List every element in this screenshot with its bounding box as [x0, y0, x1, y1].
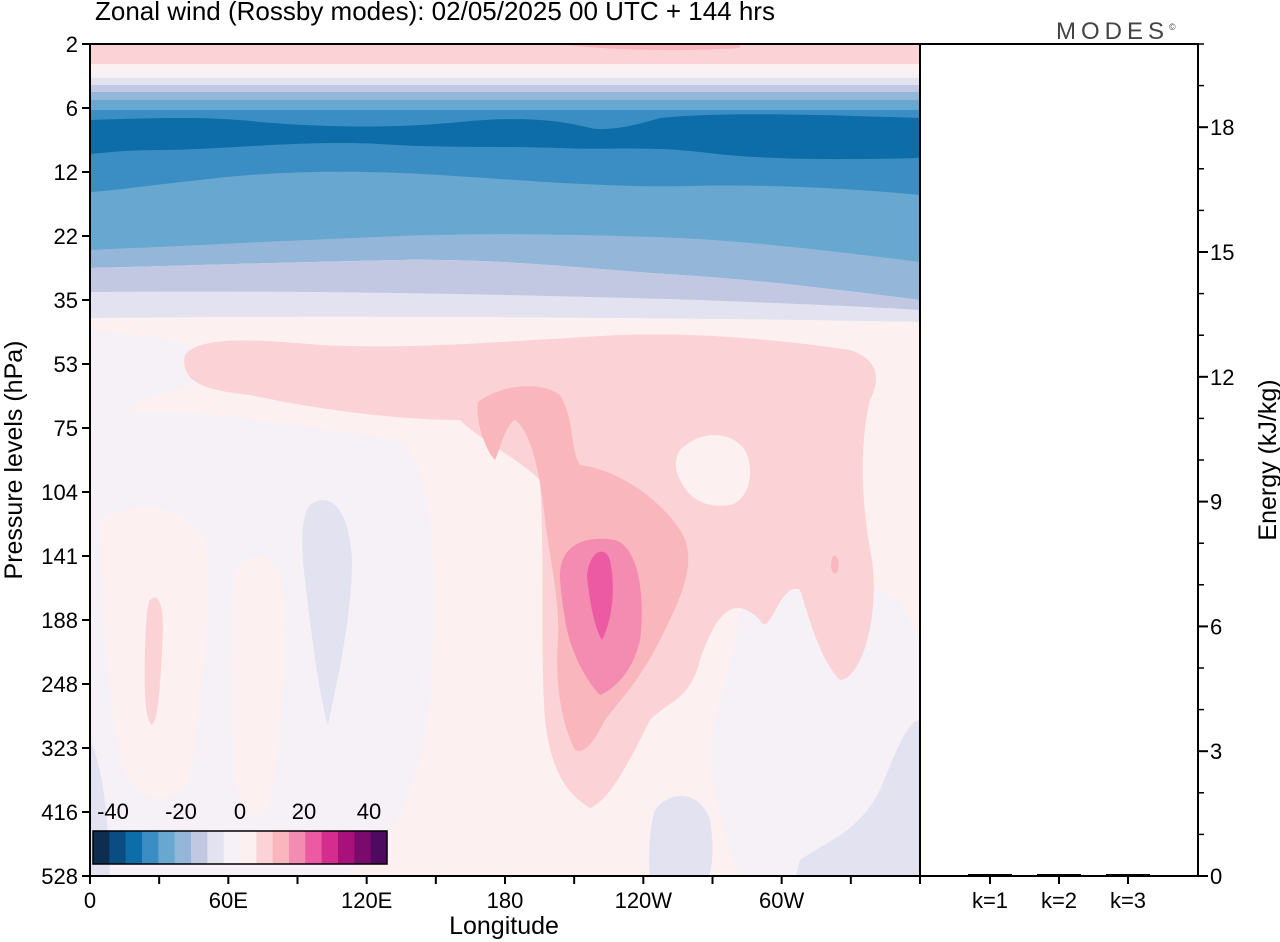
- contour-band-top-max: [560, 44, 740, 51]
- colorbar-swatch: [354, 831, 372, 864]
- colorbar-swatch: [240, 831, 257, 864]
- contour-band-top-4: [90, 78, 920, 85]
- energy-plot-frame: [919, 43, 1199, 877]
- energy-tick-label: 18: [1210, 115, 1234, 140]
- energy-tick-label: 12: [1210, 365, 1234, 390]
- pressure-tick-label: 53: [54, 352, 78, 377]
- energy-bar: [968, 874, 1012, 876]
- colorbar-swatch: [338, 831, 355, 864]
- energy-axis: 0 3 6 9 12 15 18: [1198, 43, 1234, 889]
- chart-title: Zonal wind (Rossby modes): 02/05/2025 00…: [95, 0, 775, 26]
- colorbar-tick-label: 40: [357, 799, 381, 824]
- colorbar-swatch: [191, 831, 208, 864]
- pressure-tick-label: 188: [41, 608, 78, 633]
- colorbar: [93, 831, 388, 864]
- y-axis-label: Pressure levels (hPa): [0, 341, 28, 580]
- energy-bars: k=1 k=2 k=3: [968, 874, 1150, 913]
- pressure-tick-label: 528: [41, 864, 78, 889]
- longitude-tick-label: 60W: [759, 888, 804, 913]
- colorbar-swatch: [207, 831, 225, 864]
- colorbar-swatch: [109, 831, 127, 864]
- energy-tick-label: 6: [1210, 614, 1222, 639]
- contour-negative-blob-1: [302, 500, 352, 725]
- longitude-tick-label: 120W: [615, 888, 673, 913]
- pressure-tick-label: 104: [41, 480, 78, 505]
- energy-bar: [1106, 874, 1150, 876]
- category-label: k=1: [972, 888, 1008, 913]
- longitude-axis: 0 60E 120E 180 120W 60W: [84, 876, 921, 913]
- contour-easterly-core: [90, 114, 920, 160]
- contour-band-top-7: [90, 100, 920, 110]
- colorbar-swatch: [142, 831, 159, 864]
- colorbar-tick-label: -40: [97, 799, 129, 824]
- contour-band-lower-2: [90, 291, 920, 322]
- pressure-tick-label: 22: [54, 224, 78, 249]
- modes-logo: MODES©: [1056, 18, 1176, 45]
- contour-negative-blob-3: [649, 796, 713, 876]
- pressure-tick-label: 141: [41, 544, 78, 569]
- contour-band-top-5: [90, 85, 920, 92]
- contour-jet-hole: [675, 435, 750, 506]
- category-label: k=3: [1110, 888, 1146, 913]
- contour-band-top-6: [90, 92, 920, 100]
- logo-text: MODES: [1056, 18, 1170, 45]
- contour-field: [90, 44, 920, 876]
- contour-band-top-3: [90, 72, 920, 78]
- contour-small-peak: [831, 555, 839, 574]
- contour-jet-gap: [479, 511, 533, 749]
- energy-axis-label: Energy (kJ/kg): [1254, 379, 1280, 540]
- colorbar-tick-label: -20: [165, 799, 197, 824]
- colorbar-frame: [92, 830, 388, 865]
- longitude-tick-label: 120E: [341, 888, 392, 913]
- energy-tick-label: 0: [1210, 864, 1222, 889]
- longitude-tick-label: 60E: [209, 888, 248, 913]
- pressure-tick-label: 2: [66, 32, 78, 57]
- colorbar-swatch: [289, 831, 306, 864]
- colorbar-swatch: [174, 831, 192, 864]
- contour-negative-blob-4: [796, 720, 920, 876]
- pressure-tick-label: 323: [41, 736, 78, 761]
- pressure-tick-label: 12: [54, 160, 78, 185]
- colorbar-swatch: [158, 831, 176, 864]
- category-label: k=2: [1041, 888, 1077, 913]
- contour-band-top-1: [90, 44, 920, 64]
- colorbar-labels: -40 -20 0 20 40: [97, 799, 381, 824]
- longitude-tick-label: 180: [487, 888, 524, 913]
- pressure-axis: 2 6 12 22 35 53 75 104 141 188 248 323 416 528: [41, 32, 90, 889]
- x-axis-label: Longitude: [449, 912, 559, 940]
- pressure-tick-label: 75: [54, 416, 78, 441]
- pressure-tick-label: 248: [41, 672, 78, 697]
- colorbar-swatch: [256, 831, 274, 864]
- energy-tick-label: 15: [1210, 240, 1234, 265]
- colorbar-tick-label: 0: [234, 799, 246, 824]
- longitude-tick-label: 0: [84, 888, 96, 913]
- colorbar-swatch: [370, 831, 388, 864]
- colorbar-tick-label: 20: [292, 799, 316, 824]
- colorbar-swatch: [305, 831, 323, 864]
- contour-jet-core: [587, 551, 613, 640]
- contour-band-top-2: [90, 64, 920, 72]
- colorbar-swatch: [125, 831, 143, 864]
- contour-west-pocket-3: [144, 597, 163, 725]
- energy-tick-label: 3: [1210, 739, 1222, 764]
- pressure-tick-label: 416: [41, 800, 78, 825]
- colorbar-swatch: [93, 831, 110, 864]
- contour-west-pocket-2: [231, 556, 285, 818]
- pressure-tick-label: 35: [54, 288, 78, 313]
- energy-tick-label: 9: [1210, 490, 1222, 515]
- energy-bar: [1037, 874, 1081, 876]
- colorbar-swatch: [272, 831, 290, 864]
- colorbar-swatch: [321, 831, 339, 864]
- pressure-tick-label: 6: [66, 96, 78, 121]
- colorbar-swatch: [223, 831, 241, 864]
